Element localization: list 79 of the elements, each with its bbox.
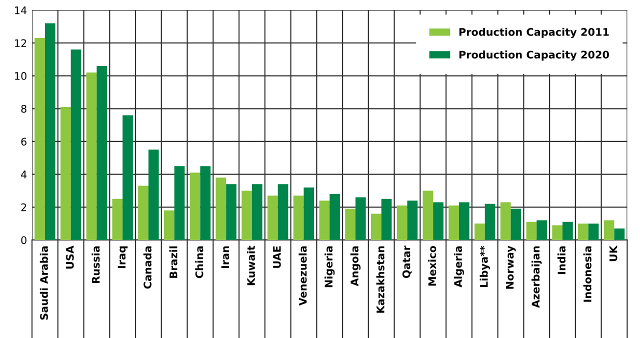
bar (578, 224, 588, 240)
bar (86, 72, 97, 240)
bar (433, 202, 444, 240)
x-tick-label: UAE (273, 246, 281, 268)
bar (200, 166, 211, 240)
bar (319, 200, 330, 240)
bar (448, 206, 459, 240)
bar (278, 184, 288, 240)
x-tick-label: Algeria (454, 246, 464, 288)
bar (122, 115, 133, 240)
x-tick-label: Iran (221, 246, 230, 268)
bar (552, 225, 563, 240)
x-tick-label: UK (610, 245, 618, 262)
bar (355, 197, 366, 240)
x-tick-label: Iraq (118, 246, 128, 268)
bar (371, 214, 382, 240)
bar (226, 184, 236, 240)
bar (96, 66, 108, 240)
bar (190, 172, 200, 240)
bar (588, 224, 599, 240)
bar (138, 186, 148, 240)
bar (330, 194, 340, 240)
x-tick-label: Libya** (480, 246, 490, 287)
bar (252, 184, 262, 240)
bar (458, 202, 470, 240)
x-tick-label: Russia (92, 246, 100, 284)
bar (407, 200, 418, 240)
y-tick-label: 12 (15, 39, 26, 47)
x-tick-label: Venezuela (298, 246, 307, 306)
bar (474, 224, 485, 240)
x-tick-label: Qatar (402, 246, 412, 278)
bar (174, 166, 185, 240)
y-tick-label: 8 (21, 104, 26, 113)
bar (267, 196, 278, 240)
bar (381, 198, 392, 240)
bar (242, 190, 252, 240)
bar (614, 228, 625, 240)
y-tick-label: 10 (15, 72, 26, 80)
x-tick-label: India (557, 246, 566, 274)
bar (536, 220, 547, 240)
legend-label: Production Capacity 2011 (459, 28, 609, 38)
bar (304, 187, 314, 240)
x-tick-label: Canada (143, 246, 152, 289)
x-tick-label: China (195, 246, 204, 278)
bar (396, 206, 408, 240)
x-tick-label: Kuwait (246, 246, 255, 286)
bar (510, 208, 522, 240)
bar (500, 202, 511, 240)
bar (345, 208, 356, 240)
x-tick-label: USA (66, 246, 74, 269)
x-tick-label: Mexico (428, 246, 436, 286)
bar (60, 107, 71, 240)
bar (70, 50, 82, 240)
bar (604, 220, 614, 240)
y-tick-label: 4 (21, 170, 27, 178)
bar (526, 222, 537, 240)
bar (34, 38, 45, 240)
x-tick-label: Nigeria (324, 246, 335, 288)
x-tick-label: Indonesia (583, 246, 592, 302)
bar (216, 178, 226, 240)
bar (44, 23, 56, 240)
x-tick-label: Azerbaijan (532, 246, 542, 308)
bar (112, 198, 123, 240)
y-tick-label: 0 (21, 236, 26, 244)
x-tick-label: Norway (506, 246, 516, 289)
x-tick-label: Brazil (169, 246, 178, 278)
bar (484, 204, 496, 240)
x-tick-label: Saudi Arabia (40, 246, 48, 320)
bar (422, 190, 434, 240)
x-tick-label: Angola (350, 246, 361, 286)
legend-label: Production Capacity 2020 (459, 50, 609, 61)
y-tick-label: 2 (21, 203, 26, 212)
y-tick-label: 14 (15, 6, 27, 14)
x-tick-label: Kazakhstan (376, 246, 384, 313)
bar (562, 222, 573, 240)
bar (293, 196, 304, 240)
bar (164, 210, 174, 240)
y-tick-label: 6 (21, 138, 26, 146)
bar (148, 150, 159, 240)
